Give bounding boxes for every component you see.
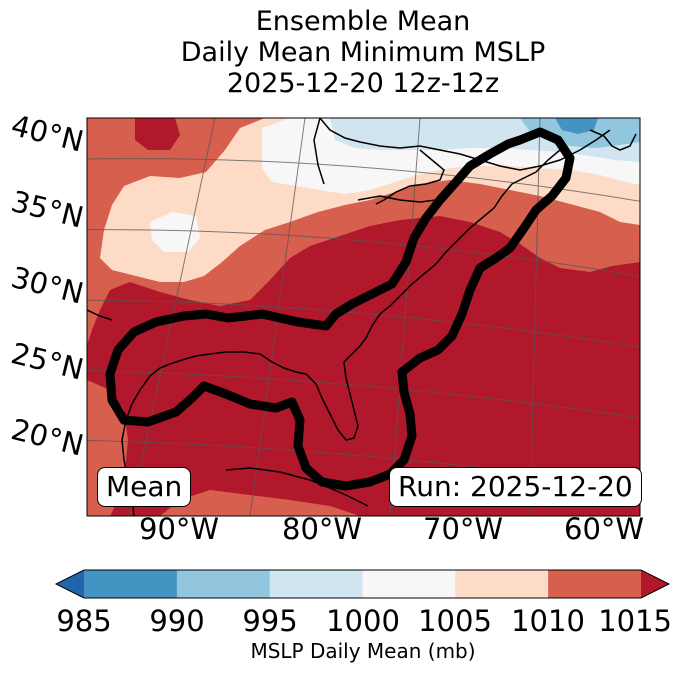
colorbar-bin-1005-1010 [455,570,549,598]
title-line-2: Daily Mean Minimum MSLP [180,37,546,68]
colorbar-tick-1005: 1005 [418,604,492,638]
colorbar-bin-1010-1015 [548,570,642,598]
title-line-1: Ensemble Mean [255,6,471,37]
pressure-field-985-990 [555,118,598,134]
mean-annotation-box: Mean [97,467,192,507]
colorbar-tick-1015: 1015 [598,604,673,638]
colorbar-bin-990-995 [176,570,271,598]
run-date-annotation-box: Run: 2025-12-20 [389,467,642,507]
colorbar-bin-985-990 [84,570,178,598]
pressure-field-dark-nw [135,118,180,150]
colorbar [54,569,671,599]
colorbar-over-triangle [641,570,669,598]
colorbar-tick-1010: 1010 [511,604,585,638]
colorbar-label: MSLP Daily Mean (mb) [250,639,476,663]
map-frame [86,117,641,517]
colorbar-tick-995: 995 [242,604,298,638]
map-title: Ensemble Mean Daily Mean Minimum MSLP 20… [0,6,688,99]
colorbar-under-triangle [56,570,84,598]
lon-label-70w: 70°W [423,512,504,546]
colorbar-outline [54,569,671,599]
title-line-3: 2025-12-20 12z-12z [226,68,500,99]
lon-label-80w: 80°W [282,512,363,546]
colorbar-bin-995-1000 [269,570,363,598]
colorbar-bin-1000-1005 [362,570,456,598]
lon-label-90w: 90°W [139,512,220,546]
lon-label-60w: 60°W [564,512,645,546]
colorbar-tick-990: 990 [149,604,205,638]
colorbar-tick-985: 985 [56,604,112,638]
colorbar-tick-1000: 1000 [326,604,400,638]
pressure-field-1000-1005-island [150,212,200,252]
pressure-field-1010-1015-south [160,490,360,516]
ensemble-contour-outline [105,127,575,491]
mslp-map [86,117,641,517]
